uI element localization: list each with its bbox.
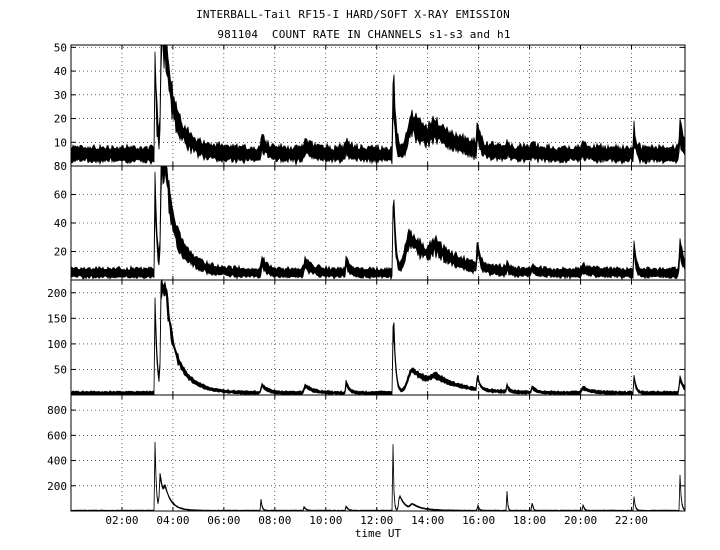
x-tick-label: 04:00 [156,514,189,527]
x-tick-label: 08:00 [258,514,291,527]
x-tick-label: 20:00 [564,514,597,527]
chart-subtitle: 981104 COUNT RATE IN CHANNELS s1-s3 and … [217,28,511,41]
y-tick-label: 30 [54,89,67,102]
y-tick-label: 200 [47,480,67,493]
series-envelope [70,278,686,396]
panel-frame [70,279,686,396]
x-tick-label: 12:00 [360,514,393,527]
y-tick-label: 20 [54,113,67,126]
y-tick-label: 800 [47,404,67,417]
series-envelope [70,44,686,167]
x-tick-label: 18:00 [513,514,546,527]
y-tick-label: 100 [47,338,67,351]
x-tick-label: 06:00 [207,514,240,527]
x-tick-label: 22:00 [615,514,648,527]
panel-frame [70,394,686,512]
y-tick-label: 150 [47,312,67,325]
y-tick-label: 10 [54,136,67,149]
y-tick-label: 40 [54,65,67,78]
x-tick-label: 16:00 [462,514,495,527]
y-tick-label: 200 [47,287,67,300]
series-envelope [70,165,686,281]
y-tick-label: 600 [47,429,67,442]
y-tick-label: 400 [47,455,67,468]
x-tick-label: 02:00 [105,514,138,527]
y-tick-label: 50 [54,41,67,54]
x-tick-label: 14:00 [411,514,444,527]
y-tick-label: 50 [54,363,67,376]
x-axis-label: time UT [355,527,402,540]
y-tick-label: 80 [54,160,67,173]
chart-title: INTERBALL-Tail RF15-I HARD/SOFT X-RAY EM… [196,8,510,21]
y-tick-label: 60 [54,189,67,202]
y-tick-label: 40 [54,217,67,230]
x-tick-label: 10:00 [309,514,342,527]
y-tick-label: 20 [54,246,67,259]
series-envelope [70,441,686,512]
